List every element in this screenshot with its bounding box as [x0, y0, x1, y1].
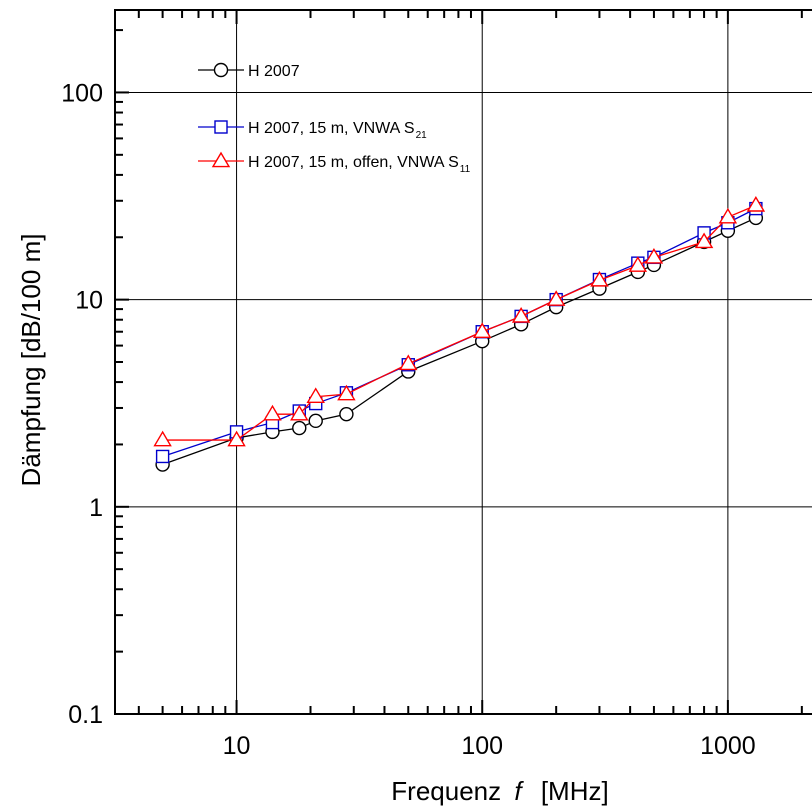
x-tick-labels: 10 100 1000: [223, 732, 756, 760]
series-1-point: [292, 420, 307, 436]
legend-entry-1: H 2007: [198, 62, 300, 80]
x-axis-title: Frequenz f [MHz]: [391, 776, 608, 806]
series-3-point: [290, 404, 309, 421]
legend-marker: [213, 62, 229, 78]
series-3-point: [590, 270, 609, 287]
series-2-line: [162, 208, 757, 458]
series-3-point: [546, 290, 566, 306]
legend-entry-3: H 2007, 15 m, offen, VNWA S11: [198, 151, 471, 175]
series-2: [155, 201, 763, 464]
series-3-point: [337, 384, 356, 401]
series-3-point: [472, 322, 492, 339]
series-1-point: [308, 413, 323, 429]
y-tick-label: 1: [89, 494, 103, 522]
legend-marker: [211, 151, 231, 168]
series-3-point: [399, 354, 418, 371]
y-axis-title: Dämpfung [dB/100 m]: [16, 234, 46, 487]
y-tick-label: 0.1: [68, 701, 103, 729]
legend-label-text: H 2007, 15 m, offen, VNWA S: [248, 154, 459, 171]
plot-frame: [114, 9, 812, 715]
grid: [115, 10, 812, 715]
series-3-line: [162, 204, 757, 441]
legend-label: H 2007, 15 m, offen, VNWA S11: [248, 154, 471, 175]
legend-marker: [214, 120, 228, 134]
tick-marks: [115, 10, 803, 715]
y-tick-label: 100: [61, 79, 103, 107]
x-axis-label: Frequenz: [391, 776, 501, 806]
series-3-point: [227, 430, 246, 447]
x-tick-label: 10: [223, 732, 251, 760]
legend-label-subscript: 11: [460, 164, 471, 175]
legend-label: H 2007: [248, 63, 300, 80]
series-3-point: [628, 256, 648, 272]
legend-label-subscript: 21: [416, 130, 428, 141]
series-3-point: [306, 387, 325, 404]
series-3-point: [263, 404, 282, 421]
series-3-point: [153, 430, 172, 447]
series-3-point: [511, 307, 531, 323]
x-axis-symbol: f: [514, 776, 524, 806]
series-3-point: [694, 232, 714, 249]
series-2-point: [155, 449, 170, 464]
y-tick-label: 10: [75, 287, 103, 315]
legend-entry-2: H 2007, 15 m, VNWA S21: [198, 120, 427, 141]
series-3: [153, 196, 766, 447]
series-3-point: [746, 196, 766, 212]
legend-label: H 2007, 15 m, VNWA S21: [248, 120, 427, 141]
series-group: [153, 196, 766, 472]
x-tick-label: 100: [461, 732, 503, 760]
legend-label-text: H 2007: [248, 63, 300, 80]
y-tick-labels: 0.1 1 10 100: [61, 79, 103, 729]
series-1-line: [162, 217, 757, 466]
x-axis-unit: [MHz]: [541, 776, 609, 806]
series-3-point: [718, 207, 738, 224]
series-1-point: [339, 406, 354, 422]
x-tick-label: 1000: [700, 732, 756, 760]
series-3-point: [644, 247, 664, 264]
legend-label-text: H 2007, 15 m, VNWA S: [248, 120, 415, 137]
